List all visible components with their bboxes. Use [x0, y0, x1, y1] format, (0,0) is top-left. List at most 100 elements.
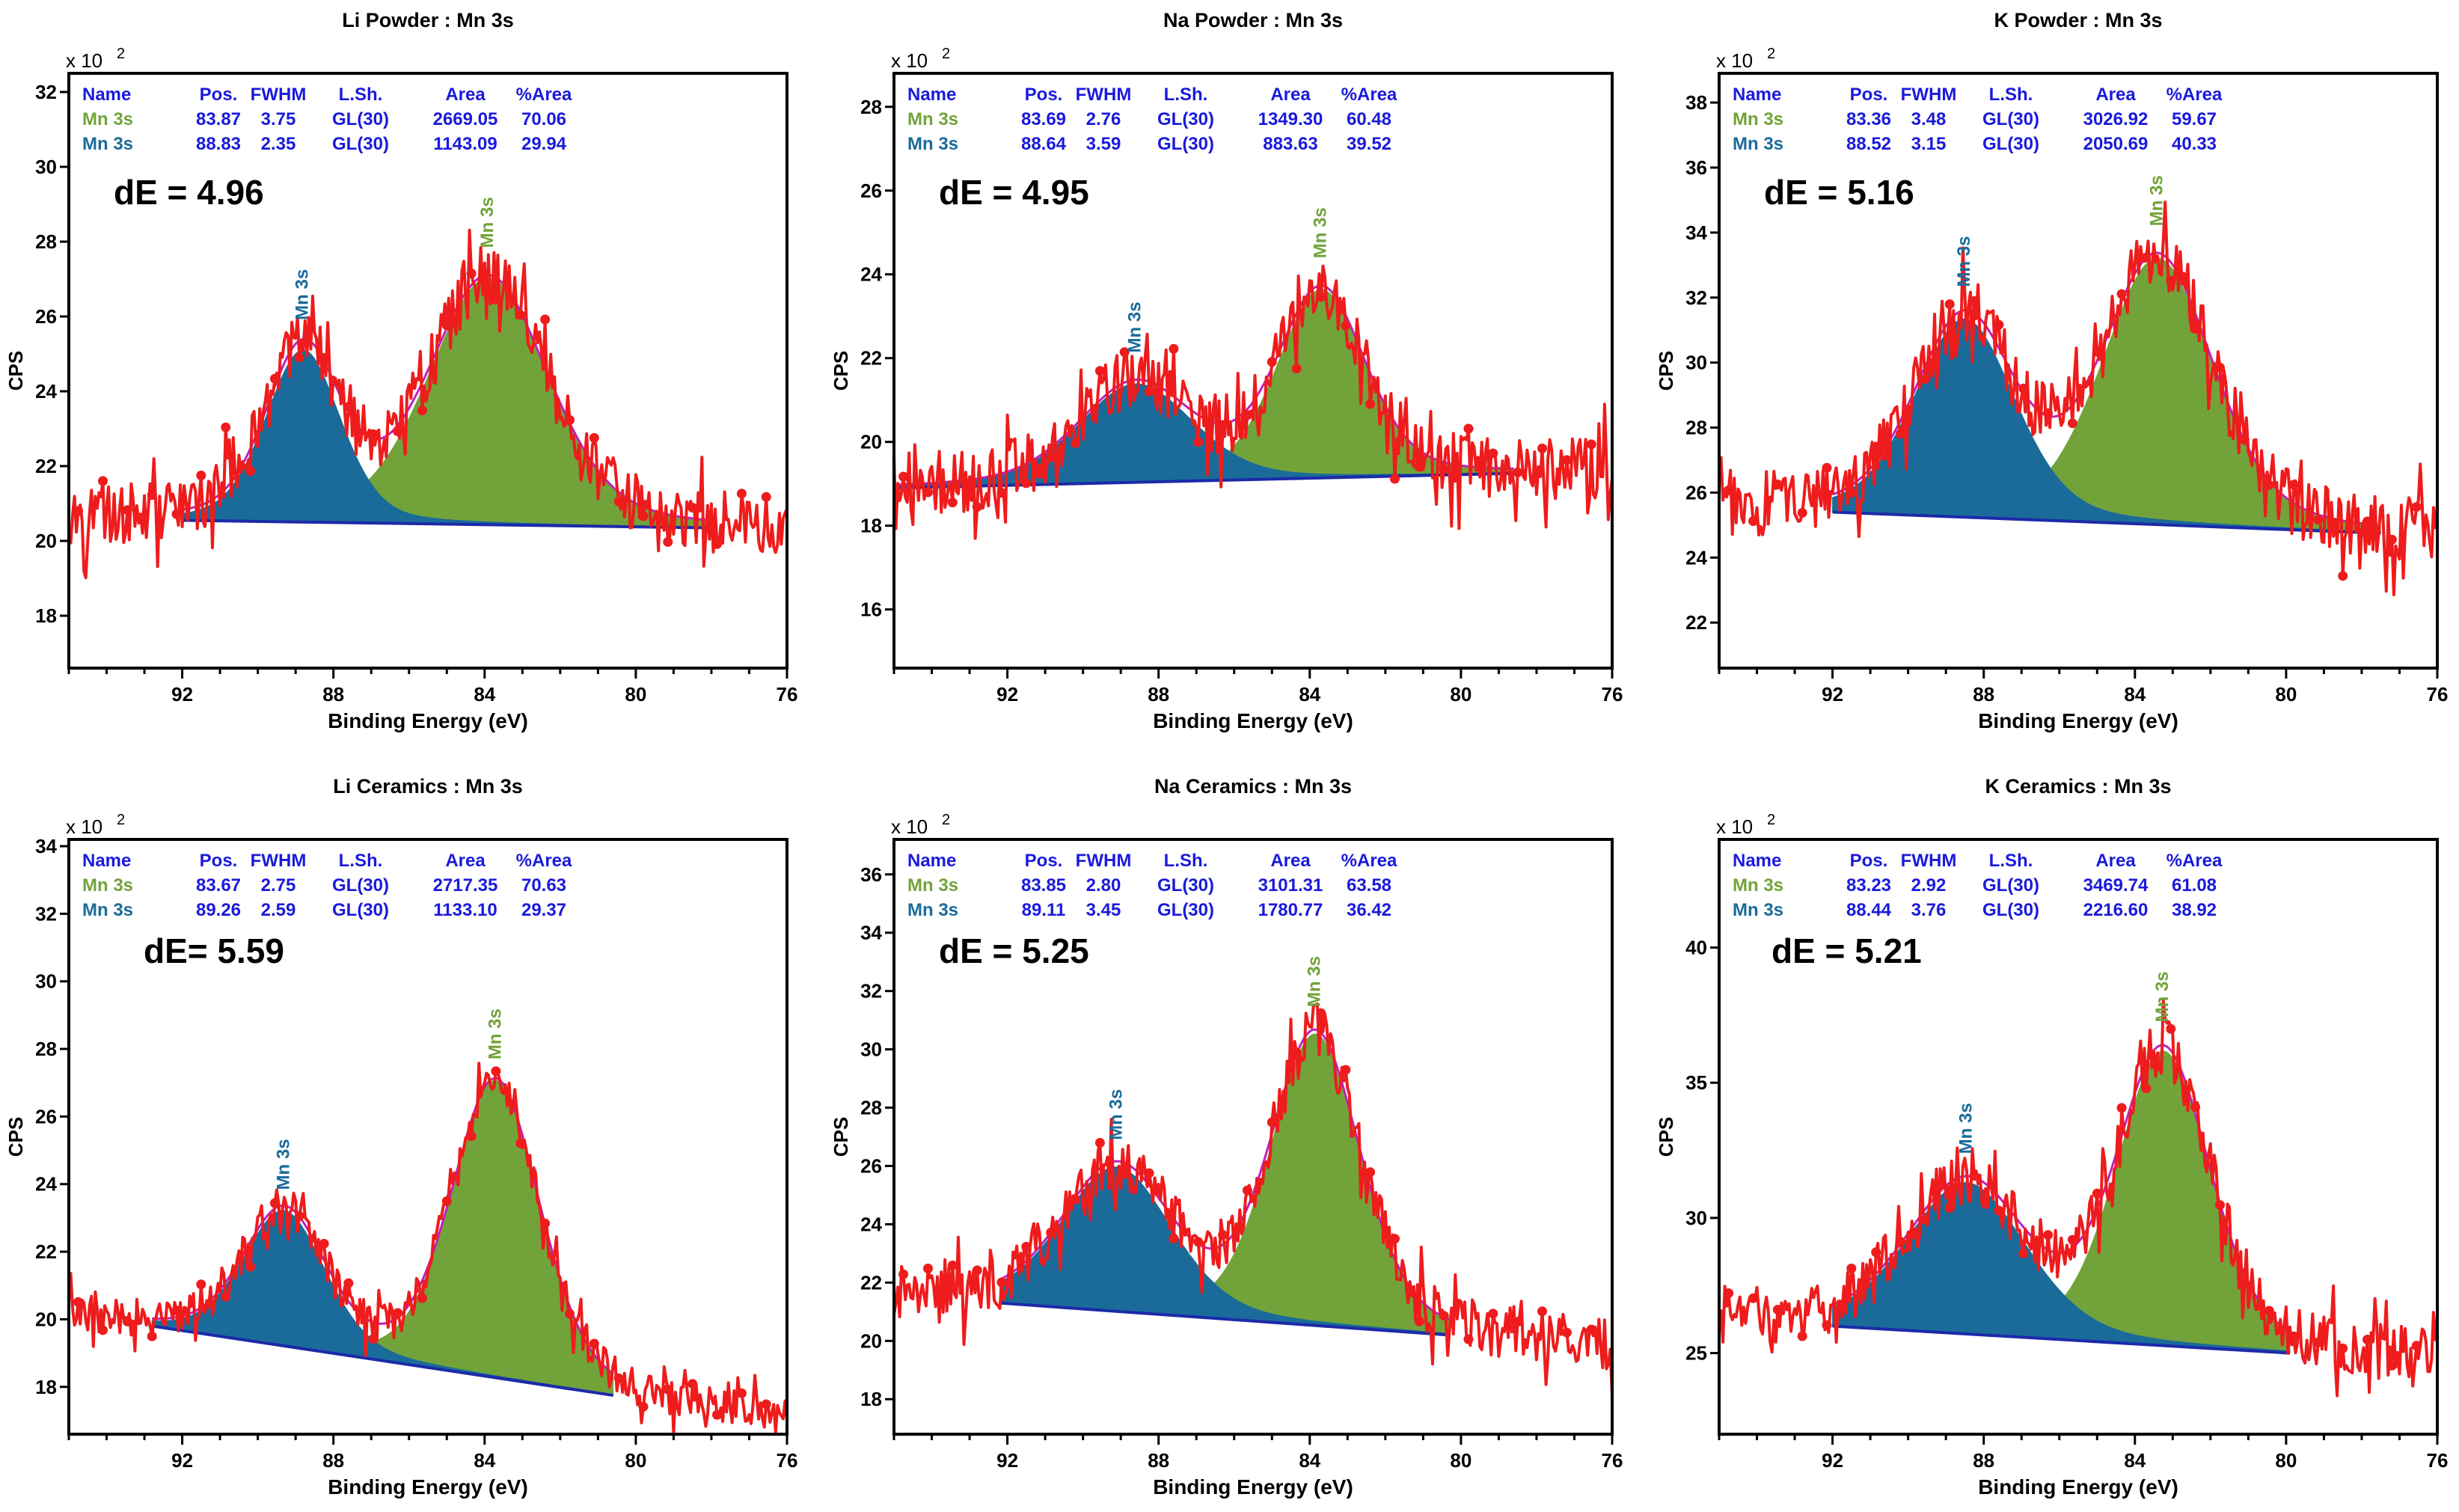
- raw-data-point: [1944, 1203, 1955, 1213]
- x-axis-label: Binding Energy (eV): [328, 1475, 528, 1499]
- table-cell: 3.75: [261, 109, 296, 129]
- x-tick-label: 88: [1973, 1449, 1994, 1472]
- y-multiplier: x 10: [66, 49, 102, 72]
- panel-li-ceramics: Mn 3s Mn 3s 92 88 84 80 76 Binding Energy (eV) 1…: [4, 775, 797, 1499]
- table-cell: Mn 3s: [1733, 875, 1783, 896]
- raw-data-point: [1463, 423, 1474, 434]
- y-tick-label: 32: [35, 81, 57, 103]
- plot-frame: [1718, 72, 2439, 670]
- raw-data-point: [221, 1291, 231, 1302]
- table-cell: 883.63: [1263, 134, 1317, 154]
- table-header-cell: %Area: [1341, 851, 1397, 871]
- y-tick-label: 30: [1685, 352, 1707, 374]
- raw-data-point: [1488, 1309, 1498, 1319]
- table-cell: 63.58: [1347, 875, 1391, 896]
- table-cell: Mn 3s: [1733, 134, 1783, 154]
- raw-data-point: [589, 432, 599, 443]
- raw-data-point: [491, 294, 501, 304]
- table-header-cell: FWHM: [1076, 851, 1132, 871]
- peak-label: Mn 3s: [1305, 956, 1325, 1007]
- y-axis-label: CPS: [4, 351, 27, 391]
- table-cell: GL(30): [1982, 900, 2039, 920]
- panel-title: Li Ceramics : Mn 3s: [333, 775, 523, 798]
- table-cell: Mn 3s: [82, 900, 133, 920]
- x-tick-label: 80: [625, 683, 646, 706]
- table-header-cell: Name: [1733, 85, 1781, 105]
- raw-data-point: [466, 1131, 477, 1142]
- raw-data-point: [515, 310, 526, 320]
- raw-data-point: [1094, 366, 1105, 376]
- raw-data-point: [98, 1325, 108, 1335]
- x-tick-label: 92: [996, 1449, 1018, 1472]
- raw-spectrum-line: [894, 1002, 1612, 1397]
- panel-li-powder: Mn 3s Mn 3s 92 88 84 80 76 Binding Energy (eV) 1…: [4, 9, 797, 732]
- table-header-cell: %Area: [1341, 85, 1397, 105]
- raw-spectrum-line: [1719, 201, 2437, 596]
- x-axis-label: Binding Energy (eV): [1153, 1475, 1353, 1499]
- table-header-cell: Pos.: [1025, 851, 1063, 871]
- background-line: [182, 518, 708, 530]
- table-cell: GL(30): [1982, 109, 2039, 129]
- plot-area: [1719, 201, 2437, 596]
- y-multiplier: x 10: [1716, 815, 1753, 838]
- raw-data-point: [1193, 1237, 1204, 1247]
- raw-data-point: [1218, 1230, 1228, 1240]
- raw-data-point: [2386, 534, 2397, 545]
- x-axis-label: Binding Energy (eV): [328, 709, 528, 732]
- raw-data-point: [2043, 1230, 2054, 1240]
- raw-data-point: [663, 536, 673, 547]
- raw-data-point: [1488, 448, 1498, 459]
- background-line: [1832, 510, 2381, 535]
- raw-data-point: [1439, 1311, 1449, 1321]
- table-cell: 88.52: [1846, 134, 1891, 154]
- table-cell: GL(30): [332, 875, 389, 896]
- table-cell: 2050.69: [2083, 134, 2149, 154]
- raw-spectrum-line: [69, 1062, 787, 1434]
- raw-data-point: [171, 509, 182, 519]
- x-axis-label: Binding Energy (eV): [1978, 709, 2178, 732]
- x-tick-label: 84: [474, 1449, 495, 1472]
- x-tick-label: 84: [1299, 1449, 1320, 1472]
- y-tick-label: 20: [860, 1329, 882, 1352]
- raw-data-point: [2190, 324, 2201, 334]
- y-tick-label: 26: [860, 1154, 882, 1177]
- raw-data-point: [1896, 429, 1905, 439]
- panel-title: K Ceramics : Mn 3s: [1985, 775, 2171, 798]
- plot-area: [1719, 998, 2437, 1398]
- raw-data-point: [2116, 1103, 2127, 1113]
- x-tick-label: 84: [2124, 1449, 2146, 1472]
- table-header-cell: L.Sh.: [1989, 85, 2033, 105]
- x-tick-label: 76: [777, 1449, 798, 1472]
- table-cell: 88.44: [1846, 900, 1892, 920]
- peak-label: Mn 3s: [1954, 236, 1974, 287]
- plot-area: [69, 228, 787, 580]
- table-cell: 83.67: [196, 875, 241, 896]
- table-header-cell: Pos.: [200, 851, 238, 871]
- peak-label: Mn 3s: [477, 197, 497, 248]
- peak-label: Mn 3s: [2152, 971, 2172, 1022]
- table-cell: Mn 3s: [907, 109, 958, 129]
- table-cell: 2.76: [1086, 109, 1121, 129]
- raw-data-point: [1365, 399, 1376, 409]
- raw-data-point: [1316, 292, 1326, 302]
- x-tick-label: 76: [777, 683, 798, 706]
- raw-data-point: [2067, 1234, 2077, 1245]
- y-tick-label: 36: [860, 863, 882, 886]
- peak-label: Mn 3s: [293, 269, 313, 320]
- y-tick-label: 34: [860, 922, 882, 944]
- raw-data-point: [712, 539, 722, 549]
- raw-data-point: [540, 1218, 551, 1228]
- delta-e-annotation: dE = 5.16: [1764, 173, 1914, 212]
- raw-data-point: [441, 1196, 452, 1206]
- delta-e-annotation: dE = 5.21: [1771, 931, 1922, 970]
- table-cell: 83.36: [1846, 109, 1891, 129]
- table-header-cell: Area: [445, 85, 486, 105]
- raw-data-point: [2067, 418, 2077, 429]
- raw-data-point: [2166, 275, 2176, 286]
- raw-data-point: [996, 1277, 1007, 1288]
- table-header-cell: %Area: [516, 85, 572, 105]
- y-tick-label: 35: [1685, 1071, 1707, 1094]
- table-header-cell: Pos.: [1850, 85, 1888, 105]
- x-tick-label: 80: [1450, 683, 1472, 706]
- table-cell: GL(30): [1157, 875, 1214, 896]
